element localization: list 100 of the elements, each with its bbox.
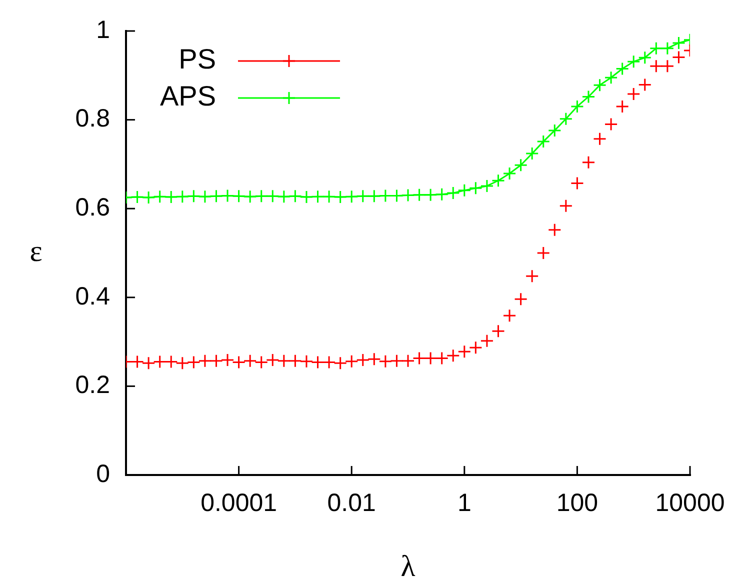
point — [334, 190, 348, 204]
point — [288, 354, 302, 368]
point — [412, 351, 426, 365]
point — [254, 189, 268, 203]
point — [604, 70, 618, 84]
point — [209, 354, 223, 368]
point — [164, 355, 178, 369]
point — [198, 354, 212, 368]
point — [570, 176, 584, 190]
x-tick-label: 10000 — [655, 488, 725, 517]
point — [344, 190, 358, 204]
point — [277, 354, 291, 368]
x-tick-label: 0.01 — [327, 488, 376, 517]
point — [401, 354, 415, 368]
x-tick-label: 100 — [556, 488, 598, 517]
point — [176, 356, 190, 370]
point — [209, 189, 223, 203]
y-tick-label: 0 — [96, 460, 110, 488]
point — [638, 78, 652, 92]
point — [480, 334, 494, 348]
point — [446, 348, 460, 362]
point — [232, 189, 246, 203]
point — [604, 117, 618, 131]
point — [514, 158, 528, 172]
point — [142, 356, 156, 370]
point — [649, 59, 663, 73]
point — [334, 356, 348, 370]
point — [626, 54, 640, 68]
point — [446, 186, 460, 200]
point — [277, 190, 291, 204]
point — [186, 355, 200, 369]
x-tick-label: 1 — [457, 488, 472, 517]
point — [616, 62, 630, 76]
point — [266, 353, 280, 367]
point — [559, 112, 573, 126]
point — [525, 269, 539, 283]
x-tick-label: 0.0001 — [200, 488, 278, 517]
point — [514, 292, 528, 306]
point — [468, 181, 482, 195]
point — [672, 36, 686, 50]
point — [480, 179, 494, 193]
point — [424, 188, 438, 202]
point — [548, 223, 562, 237]
y-tick-label: 1 — [96, 16, 110, 44]
point — [672, 50, 686, 64]
point — [536, 134, 550, 148]
legend-label: PS — [178, 44, 216, 75]
point — [660, 42, 674, 56]
point — [616, 100, 630, 114]
y-tick-label: 0.8 — [75, 104, 110, 133]
point — [582, 90, 596, 104]
point — [186, 189, 200, 203]
point — [649, 42, 663, 56]
point — [254, 355, 268, 369]
point — [570, 100, 584, 114]
point — [130, 355, 144, 369]
point — [401, 188, 415, 202]
point — [502, 308, 516, 322]
point — [660, 59, 674, 73]
y-tick-label: 0.2 — [75, 371, 110, 400]
y-axis-title: ε — [30, 234, 42, 268]
point — [300, 190, 314, 204]
point — [266, 189, 280, 203]
x-axis-title: λ — [400, 550, 416, 583]
point — [548, 124, 562, 138]
point — [176, 190, 190, 204]
point — [491, 174, 505, 188]
y-tick-label: 0.6 — [75, 193, 110, 222]
point — [232, 355, 246, 369]
point — [458, 344, 472, 358]
point — [468, 340, 482, 354]
point — [130, 190, 144, 204]
point — [220, 353, 234, 367]
point — [458, 184, 472, 198]
point — [164, 190, 178, 204]
point — [582, 156, 596, 170]
point — [322, 190, 336, 204]
point — [142, 190, 156, 204]
legend-label: APS — [160, 80, 216, 112]
point — [153, 190, 167, 204]
point — [243, 190, 257, 204]
point — [198, 190, 212, 204]
point — [638, 50, 652, 64]
point — [311, 190, 325, 204]
point — [243, 354, 257, 368]
point — [378, 354, 392, 368]
point — [390, 354, 404, 368]
point — [322, 355, 336, 369]
point — [412, 188, 426, 202]
point — [356, 353, 370, 367]
point — [367, 352, 381, 366]
point — [525, 146, 539, 160]
y-tick-label: 0.4 — [75, 282, 110, 310]
point — [593, 132, 607, 146]
point — [153, 355, 167, 369]
point — [559, 199, 573, 213]
point — [502, 166, 516, 180]
point — [424, 351, 438, 365]
point — [435, 351, 449, 365]
point — [626, 87, 640, 101]
